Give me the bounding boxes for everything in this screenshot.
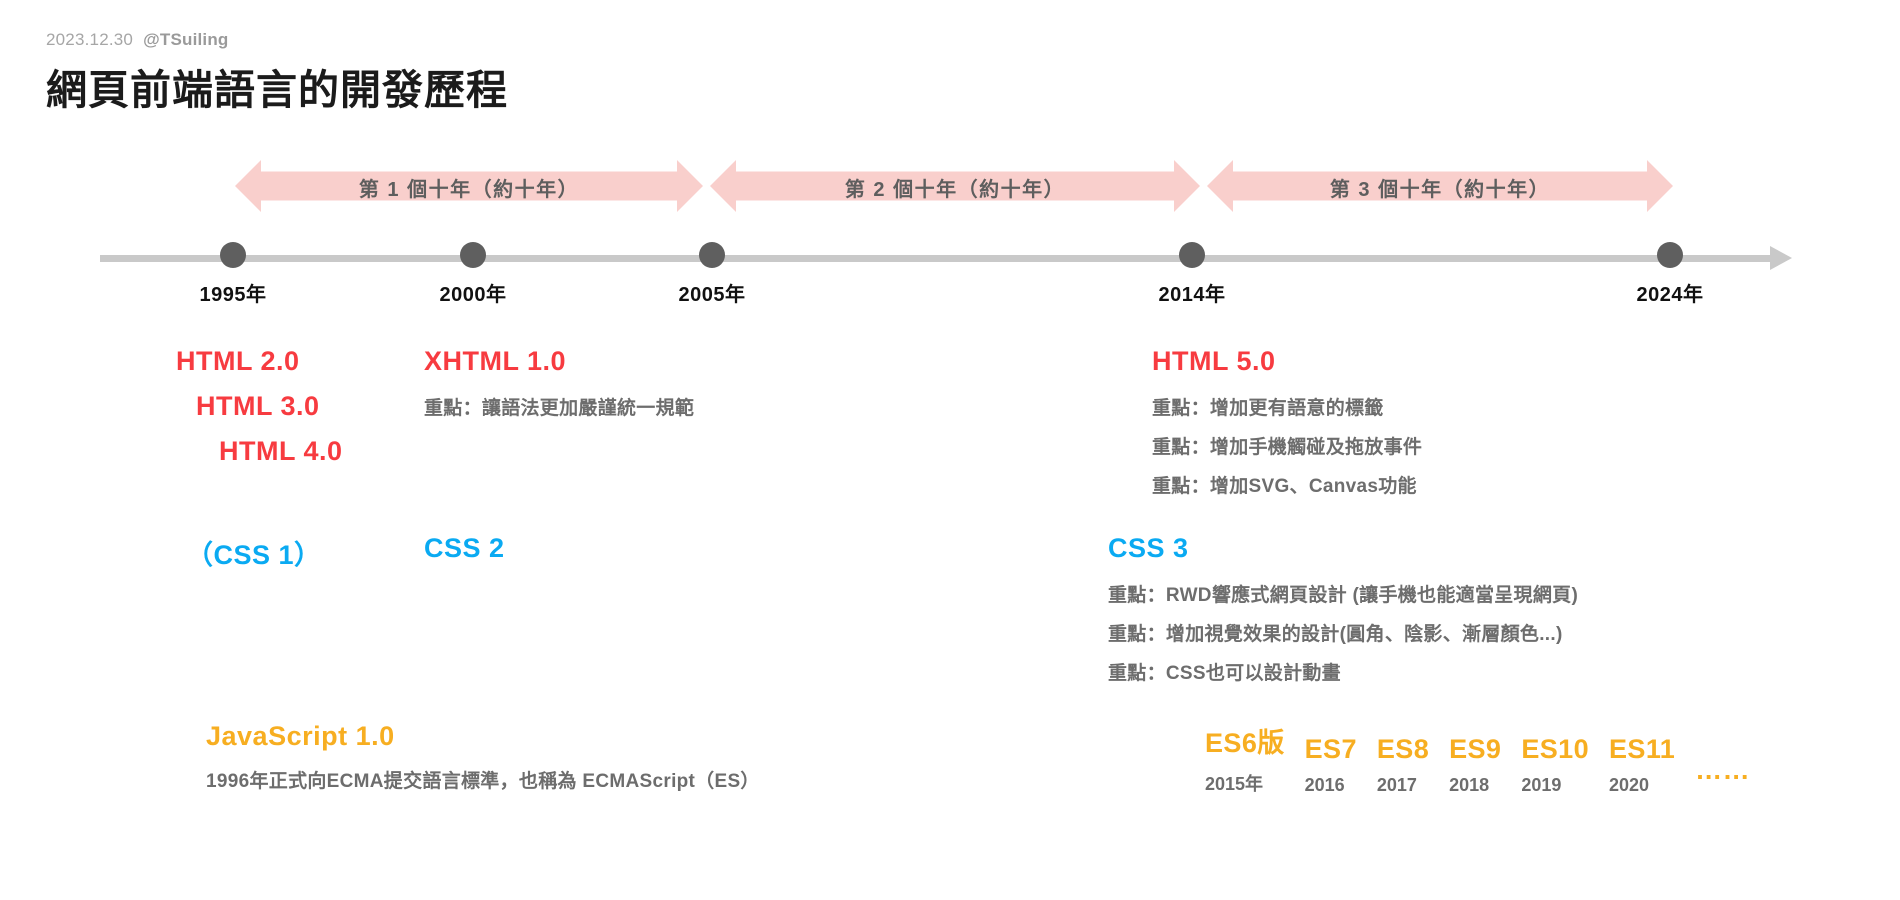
es-version-year: 2019 — [1521, 775, 1562, 795]
css1-block: （CSS 1） — [186, 533, 322, 572]
es-version-name: ES10 — [1521, 734, 1589, 764]
css1-label: （CSS 1） — [186, 540, 322, 570]
author-handle: @TSuiling — [143, 30, 229, 49]
decade-arrow-label: 第 2 個十年（約十年） — [844, 178, 1066, 201]
es-version-name: ES7 — [1304, 734, 1357, 764]
es-version-row: ES6版 2015年 ES7 2016 ES8 2017 ES9 2018 ES10 2019 ES… — [1205, 721, 1770, 796]
axis-year-label: 2005年 — [678, 284, 746, 306]
axis-year-label: 2024年 — [1636, 284, 1704, 306]
page-title: 網頁前端語言的開發歷程 — [46, 67, 508, 113]
es-version-column: ES9 2018 — [1449, 734, 1501, 796]
axis-dot-1995 — [220, 242, 246, 268]
html-early-versions-block: HTML 2.0 HTML 3.0 HTML 4.0 — [176, 346, 343, 467]
es-version-name: ES8 — [1376, 734, 1430, 764]
decade-arrow-band: 第 1 個十年（約十年） 第 2 個十年（約十年） 第 3 個十年（約十年） — [0, 160, 1900, 218]
page-header: 2023.12.30 @TSuiling 網頁前端語言的開發歷程 — [46, 30, 508, 116]
axis-arrowhead-icon — [1770, 246, 1792, 270]
es-version-column: ES7 2016 — [1305, 734, 1357, 796]
es-version-name: ES11 — [1609, 734, 1676, 764]
axis-year-label: 2014年 — [1158, 284, 1226, 306]
xhtml-detail: 重點：讓語法更加嚴謹統一規範 — [424, 398, 695, 419]
axis-line — [100, 255, 1772, 262]
xhtml-block: XHTML 1.0 重點：讓語法更加嚴謹統一規範 — [424, 346, 694, 420]
xhtml-title: XHTML 1.0 — [424, 346, 567, 376]
css3-detail-1: 重點：RWD響應式網頁設計 (讓手機也能適當呈現網頁) — [1108, 585, 1579, 606]
meta-line: 2023.12.30 @TSuiling — [46, 30, 508, 50]
axis-dot-2005 — [699, 242, 725, 268]
css3-detail-2: 重點：增加視覺效果的設計(圓角、陰影、漸層顏色...) — [1108, 624, 1563, 645]
axis-dot-2024 — [1657, 242, 1683, 268]
axis-year-label: 1995年 — [199, 284, 267, 306]
javascript-block: JavaScript 1.0 1996年正式向ECMA提交語言標準，也稱為 EC… — [206, 721, 760, 793]
es-version-name: ES6版 — [1205, 728, 1285, 758]
html5-detail-2: 重點：增加手機觸碰及拖放事件 — [1152, 437, 1423, 458]
javascript-title: JavaScript 1.0 — [206, 721, 395, 751]
es-version-year: 2018 — [1449, 775, 1490, 795]
es-version-year: 2020 — [1609, 775, 1650, 795]
axis-dot-2000 — [460, 242, 486, 268]
html5-block: HTML 5.0 重點：增加更有語意的標籤 重點：增加手機觸碰及拖放事件 重點：… — [1152, 346, 1422, 498]
html5-title: HTML 5.0 — [1152, 346, 1276, 376]
es-version-column: …… — [1695, 755, 1750, 796]
es-version-name: …… — [1695, 755, 1750, 785]
axis-dot-2014 — [1179, 242, 1205, 268]
html-3-label: HTML 3.0 — [196, 391, 320, 421]
es-version-column: ES10 2019 — [1521, 734, 1589, 796]
css2-block: CSS 2 — [424, 533, 505, 564]
css3-title: CSS 3 — [1108, 533, 1189, 563]
es-version-column: ES8 2017 — [1377, 734, 1429, 796]
javascript-detail: 1996年正式向ECMA提交語言標準，也稱為 ECMAScript（ES） — [206, 771, 760, 792]
timeline-axis: 1995年 2000年 2005年 2014年 2024年 — [0, 242, 1900, 306]
axis-year-label: 2000年 — [439, 284, 507, 306]
css3-block: CSS 3 重點：RWD響應式網頁設計 (讓手機也能適當呈現網頁) 重點：增加視… — [1108, 533, 1578, 685]
decade-arrow-label: 第 1 個十年（約十年） — [358, 178, 580, 201]
html-2-label: HTML 2.0 — [176, 346, 300, 376]
es-version-year: 2015年 — [1205, 774, 1264, 794]
html5-detail-3: 重點：增加SVG、Canvas功能 — [1152, 476, 1417, 497]
publish-date: 2023.12.30 — [46, 30, 134, 49]
html-4-label: HTML 4.0 — [219, 436, 343, 466]
decade-arrow-2: 第 2 個十年（約十年） — [710, 160, 1200, 212]
decade-arrow-3: 第 3 個十年（約十年） — [1207, 160, 1673, 212]
es-version-name: ES9 — [1449, 734, 1502, 764]
es-version-column: ES11 2020 — [1609, 734, 1675, 796]
css3-detail-3: 重點：CSS也可以設計動畫 — [1108, 663, 1341, 684]
es-version-year: 2017 — [1376, 775, 1417, 795]
es-versions-block: ES6版 2015年 ES7 2016 ES8 2017 ES9 2018 ES10 2019 ES… — [1205, 721, 1770, 796]
es-version-year: 2016 — [1304, 775, 1345, 795]
decade-arrow-1: 第 1 個十年（約十年） — [235, 160, 703, 212]
decade-arrow-label: 第 3 個十年（約十年） — [1329, 178, 1551, 201]
es-version-column: ES6版 2015年 — [1205, 721, 1285, 796]
html5-detail-1: 重點：增加更有語意的標籤 — [1152, 398, 1384, 419]
css2-label: CSS 2 — [424, 533, 505, 563]
